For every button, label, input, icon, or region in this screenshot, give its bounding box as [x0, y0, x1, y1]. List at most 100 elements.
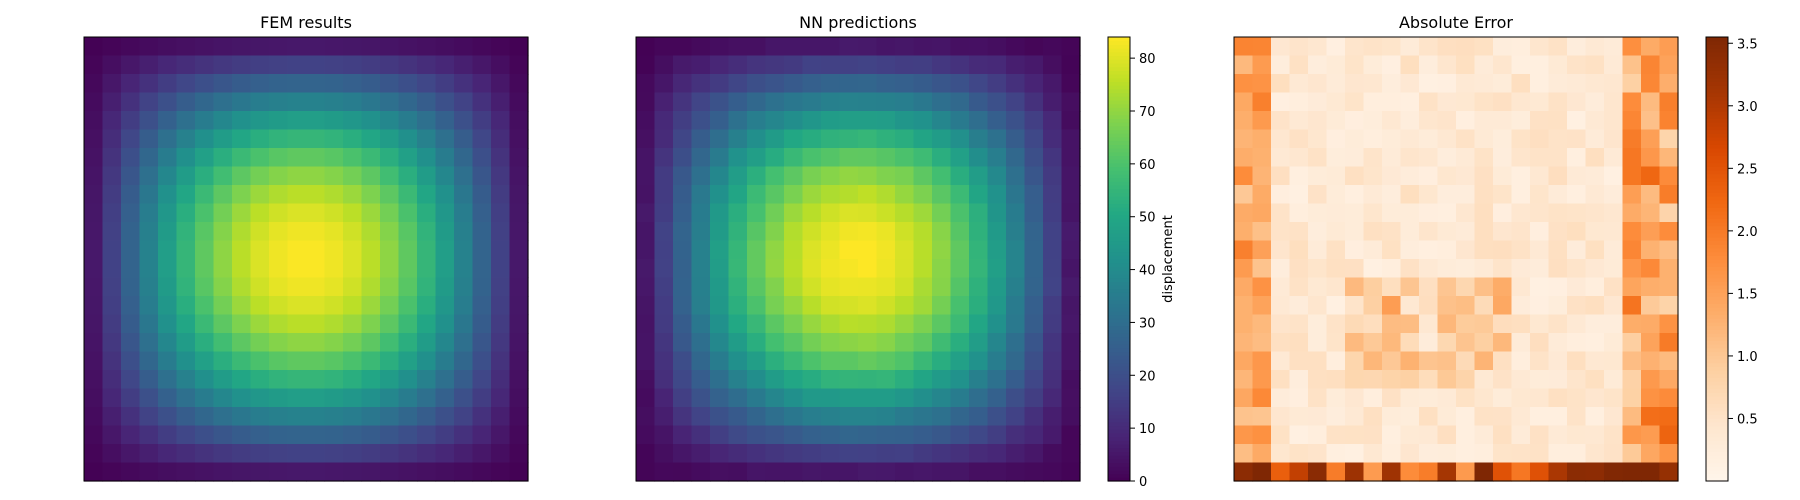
heatmap-error-cell	[1382, 111, 1402, 131]
heatmap-nn-cell	[969, 166, 989, 186]
heatmap-nn-cell	[1006, 259, 1026, 279]
heatmap-nn-cell	[728, 388, 748, 408]
heatmap-nn-cell	[728, 333, 748, 353]
colorbar-segment	[1706, 399, 1728, 404]
colorbar-segment	[1108, 40, 1130, 45]
heatmap-error-cell	[1437, 166, 1457, 186]
heatmap-fem-cell	[158, 240, 178, 260]
heatmap-error-cell	[1234, 351, 1254, 371]
heatmap-fem-cell	[472, 444, 492, 464]
heatmap-fem-cell	[324, 37, 344, 57]
heatmap-fem-cell	[195, 129, 215, 149]
heatmap-nn-cell	[691, 444, 711, 464]
heatmap-fem-cell	[343, 203, 363, 223]
heatmap-fem-cell	[195, 185, 215, 205]
heatmap-nn-cell	[673, 351, 693, 371]
heatmap-nn-cell	[1006, 462, 1026, 482]
heatmap-fem-cell	[250, 370, 270, 390]
heatmap-fem-cell	[250, 92, 270, 112]
colorbar-segment	[1108, 162, 1130, 168]
heatmap-nn-cell	[1061, 277, 1081, 297]
heatmap-fem-cell	[417, 314, 437, 334]
heatmap-error-cell	[1511, 425, 1531, 445]
heatmap-error-cell	[1234, 55, 1254, 75]
heatmap-fem-cell	[232, 148, 252, 168]
heatmap-fem-cell	[454, 259, 474, 279]
heatmap-error-cell	[1456, 111, 1476, 131]
heatmap-fem-cell	[306, 55, 326, 75]
heatmap-nn-cell	[728, 259, 748, 279]
heatmap-nn-cell	[728, 444, 748, 464]
colorbar-segment	[1706, 62, 1728, 68]
heatmap-fem-cell	[213, 351, 233, 371]
heatmap-nn-cell	[765, 425, 785, 445]
heatmap-error-cell	[1641, 425, 1661, 445]
heatmap-error-cell	[1326, 425, 1346, 445]
heatmap-error-cell	[1271, 37, 1291, 57]
heatmap-error-cell	[1641, 277, 1661, 297]
heatmap-nn-cell	[691, 55, 711, 75]
heatmap-error-cell	[1326, 111, 1346, 131]
heatmap-nn-cell	[932, 277, 952, 297]
heatmap-nn-cell	[913, 222, 933, 242]
heatmap-error-cell	[1474, 370, 1494, 390]
heatmap-nn-cell	[765, 185, 785, 205]
heatmap-nn-cell	[1061, 92, 1081, 112]
heatmap-fem-cell	[343, 148, 363, 168]
heatmap-error-cell	[1252, 111, 1272, 131]
heatmap-fem-cell	[139, 111, 159, 131]
heatmap-nn-cell	[1006, 203, 1026, 223]
heatmap-error-cell	[1382, 444, 1402, 464]
colorbar-segment	[1706, 240, 1728, 245]
heatmap-nn-cell	[895, 240, 915, 260]
heatmap-nn-cell	[710, 407, 730, 427]
heatmap-nn-cell	[802, 444, 822, 464]
heatmap-fem-cell	[269, 296, 289, 316]
heatmap-nn-cell	[802, 222, 822, 242]
heatmap-error-cell	[1641, 55, 1661, 75]
heatmap-fem-cell	[380, 92, 400, 112]
colorbar-segment	[1108, 155, 1130, 160]
heatmap-error-cell	[1567, 240, 1587, 260]
heatmap-fem-cell	[176, 222, 196, 242]
heatmap-nn-cell	[913, 129, 933, 149]
heatmap-fem-cell	[361, 166, 381, 186]
heatmap-fem-cell	[306, 407, 326, 427]
heatmap-nn-cell	[876, 148, 896, 168]
heatmap-fem-cell	[176, 314, 196, 334]
heatmap-error-cell	[1437, 111, 1457, 131]
heatmap-fem-cell	[324, 203, 344, 223]
heatmap-error-cell	[1326, 148, 1346, 168]
heatmap-nn-cell	[673, 314, 693, 334]
colorbar-segment	[1706, 99, 1728, 105]
heatmap-nn-cell	[858, 425, 878, 445]
heatmap-error-cell	[1345, 74, 1365, 94]
heatmap-nn-cell	[932, 425, 952, 445]
heatmap-fem-cell	[158, 388, 178, 408]
heatmap-nn-cell	[784, 351, 804, 371]
heatmap-nn-cell	[710, 425, 730, 445]
heatmap-nn-cell	[784, 425, 804, 445]
heatmap-error-cell	[1659, 240, 1679, 260]
heatmap-nn-cell	[969, 203, 989, 223]
heatmap-fem-cell	[343, 277, 363, 297]
heatmap-error-cell	[1511, 166, 1531, 186]
heatmap-error-cell	[1474, 185, 1494, 205]
heatmap-nn-cell	[1043, 388, 1063, 408]
heatmap-fem-cell	[398, 462, 418, 482]
heatmap-nn-cell	[913, 388, 933, 408]
heatmap-error-cell	[1659, 74, 1679, 94]
heatmap-fem-cell	[139, 314, 159, 334]
heatmap-nn-cell	[654, 129, 674, 149]
heatmap-error-cell	[1271, 166, 1291, 186]
heatmap-nn-cell	[932, 185, 952, 205]
heatmap-error-cell	[1530, 444, 1550, 464]
colorbar-segment	[1108, 436, 1130, 441]
heatmap-error-cell	[1363, 425, 1383, 445]
heatmap-nn-cell	[821, 185, 841, 205]
heatmap-error-cell	[1511, 407, 1531, 427]
heatmap-fem-cell	[139, 148, 159, 168]
heatmap-fem-cell	[472, 148, 492, 168]
heatmap-nn-cell	[747, 222, 767, 242]
heatmap-error-cell	[1641, 444, 1661, 464]
